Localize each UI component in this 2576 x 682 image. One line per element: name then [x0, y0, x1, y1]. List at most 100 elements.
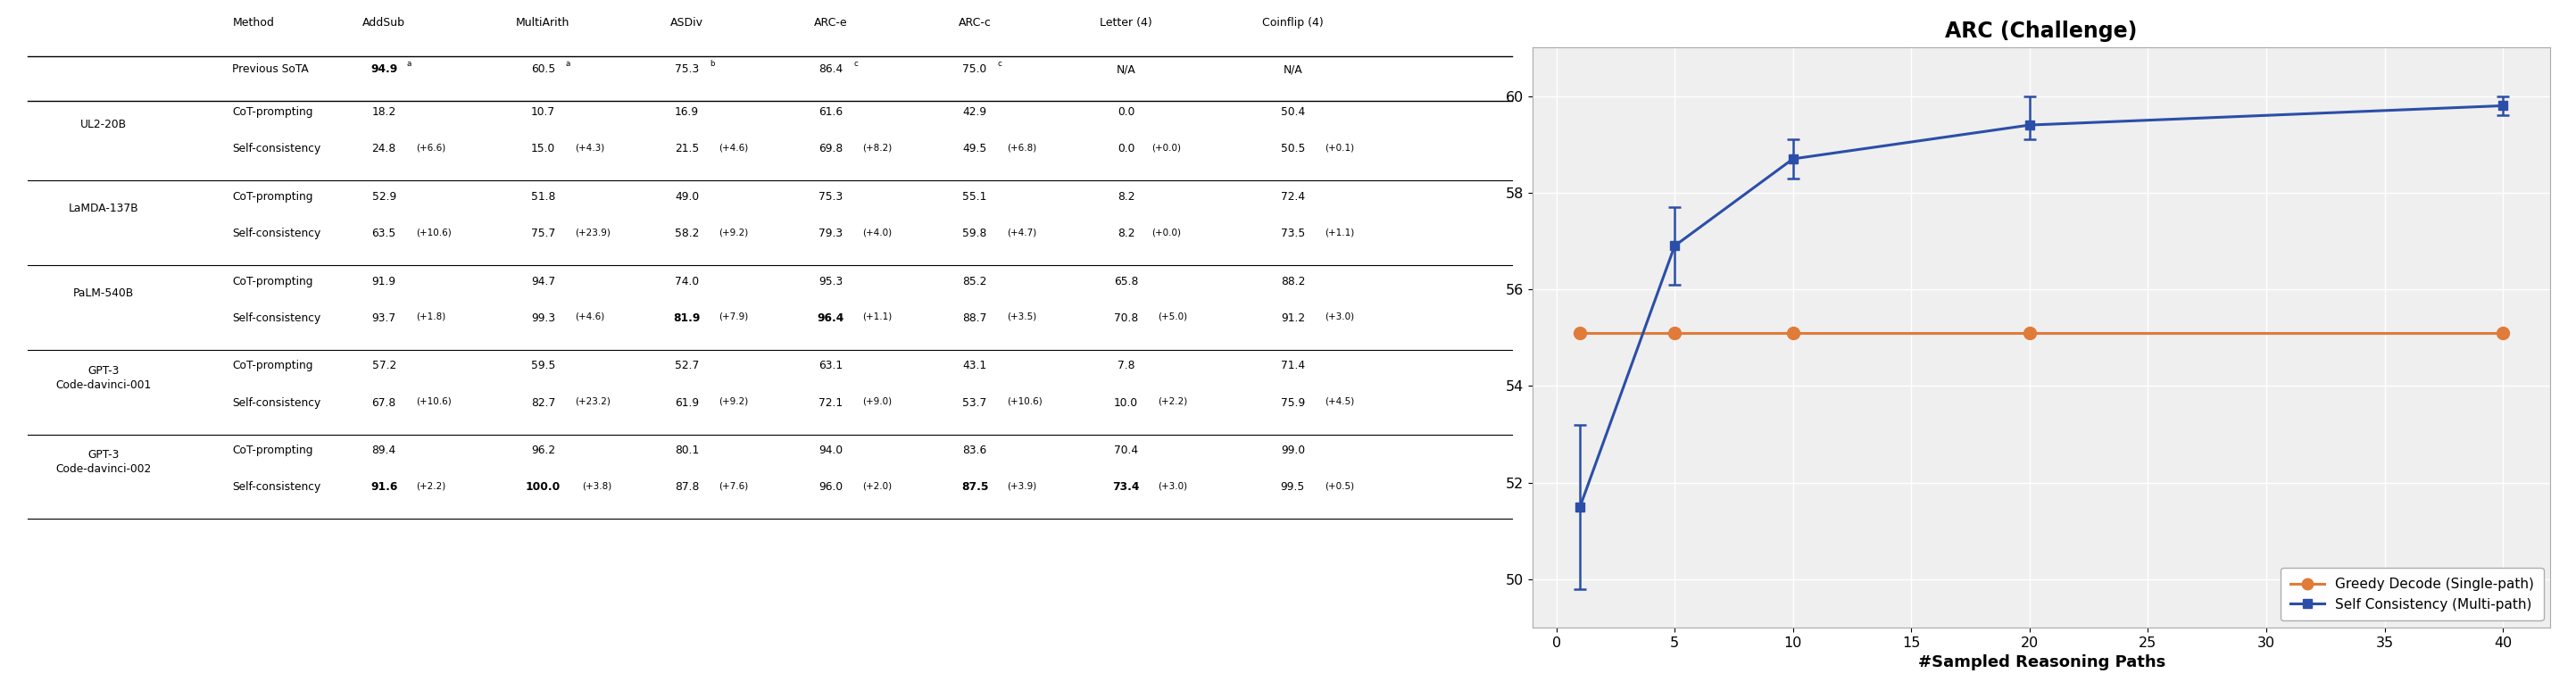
Text: PaLM-540B: PaLM-540B: [72, 287, 134, 299]
Text: GPT-3
Code-davinci-002: GPT-3 Code-davinci-002: [57, 449, 152, 475]
Text: CoT-prompting: CoT-prompting: [232, 106, 314, 118]
Text: (+4.6): (+4.6): [719, 143, 750, 152]
Text: b: b: [708, 60, 714, 68]
Text: 50.5: 50.5: [1280, 143, 1306, 155]
Text: ARC-c: ARC-c: [958, 17, 992, 29]
Text: 75.3: 75.3: [675, 63, 698, 75]
Text: Self-consistency: Self-consistency: [232, 481, 322, 493]
Text: 93.7: 93.7: [371, 312, 397, 324]
Text: (+10.6): (+10.6): [415, 397, 451, 406]
Text: (+1.8): (+1.8): [415, 312, 446, 321]
Text: 87.5: 87.5: [961, 481, 989, 493]
Text: (+7.6): (+7.6): [719, 481, 750, 490]
Text: 8.2: 8.2: [1118, 191, 1136, 203]
Text: 88.7: 88.7: [963, 312, 987, 324]
Text: 18.2: 18.2: [371, 106, 397, 118]
Text: 72.4: 72.4: [1280, 191, 1306, 203]
Text: 50.4: 50.4: [1280, 106, 1306, 118]
Text: (+3.5): (+3.5): [1007, 312, 1036, 321]
Text: 55.1: 55.1: [963, 191, 987, 203]
Text: CoT-prompting: CoT-prompting: [232, 191, 314, 203]
Text: 71.4: 71.4: [1280, 360, 1306, 372]
Text: 91.9: 91.9: [371, 276, 397, 287]
Text: 88.2: 88.2: [1280, 276, 1306, 287]
Text: 96.2: 96.2: [531, 445, 554, 456]
Text: 80.1: 80.1: [675, 445, 698, 456]
Text: UL2-20B: UL2-20B: [80, 118, 126, 130]
Text: 73.4: 73.4: [1113, 481, 1139, 493]
Text: Self-consistency: Self-consistency: [232, 228, 322, 239]
Text: (+23.9): (+23.9): [574, 228, 611, 237]
Text: 75.3: 75.3: [819, 191, 842, 203]
Text: (+5.0): (+5.0): [1159, 312, 1188, 321]
Text: (+1.1): (+1.1): [1324, 228, 1355, 237]
Text: (+9.0): (+9.0): [863, 397, 891, 406]
Text: (+3.8): (+3.8): [582, 481, 611, 490]
Text: 91.6: 91.6: [371, 481, 397, 493]
Text: 87.8: 87.8: [675, 481, 698, 493]
Text: 60.5: 60.5: [531, 63, 556, 75]
Text: (+3.0): (+3.0): [1159, 481, 1188, 490]
Text: (+1.1): (+1.1): [863, 312, 891, 321]
Text: (+0.0): (+0.0): [1151, 228, 1180, 237]
Text: 75.9: 75.9: [1280, 397, 1306, 409]
Text: 73.5: 73.5: [1280, 228, 1306, 239]
Text: Self-consistency: Self-consistency: [232, 312, 322, 324]
Text: (+2.0): (+2.0): [863, 481, 891, 490]
Text: Letter (4): Letter (4): [1100, 17, 1151, 29]
Text: (+2.2): (+2.2): [1159, 397, 1188, 406]
Text: MultiArith: MultiArith: [515, 17, 569, 29]
Text: 51.8: 51.8: [531, 191, 556, 203]
Text: 95.3: 95.3: [819, 276, 842, 287]
Text: 21.5: 21.5: [675, 143, 698, 155]
Text: 59.5: 59.5: [531, 360, 556, 372]
Title: ARC (Challenge): ARC (Challenge): [1945, 21, 2138, 42]
Text: CoT-prompting: CoT-prompting: [232, 445, 314, 456]
X-axis label: #Sampled Reasoning Paths: #Sampled Reasoning Paths: [1917, 655, 2166, 670]
Text: (+4.6): (+4.6): [574, 312, 605, 321]
Text: (+10.6): (+10.6): [1007, 397, 1043, 406]
Legend: Greedy Decode (Single-path), Self Consistency (Multi-path): Greedy Decode (Single-path), Self Consis…: [2280, 568, 2543, 621]
Text: 89.4: 89.4: [371, 445, 397, 456]
Text: 79.3: 79.3: [819, 228, 842, 239]
Text: 99.3: 99.3: [531, 312, 554, 324]
Text: Method: Method: [232, 17, 276, 29]
Text: 94.7: 94.7: [531, 276, 554, 287]
Text: 59.8: 59.8: [963, 228, 987, 239]
Text: (+3.9): (+3.9): [1007, 481, 1036, 490]
Text: 74.0: 74.0: [675, 276, 698, 287]
Text: 53.7: 53.7: [963, 397, 987, 409]
Text: 69.8: 69.8: [819, 143, 842, 155]
Text: 58.2: 58.2: [675, 228, 698, 239]
Text: (+0.5): (+0.5): [1324, 481, 1355, 490]
Text: 91.2: 91.2: [1280, 312, 1306, 324]
Text: (+9.2): (+9.2): [719, 397, 750, 406]
Text: 81.9: 81.9: [672, 312, 701, 324]
Text: 49.5: 49.5: [963, 143, 987, 155]
Text: 52.9: 52.9: [371, 191, 397, 203]
Text: 52.7: 52.7: [675, 360, 698, 372]
Text: 0.0: 0.0: [1118, 143, 1136, 155]
Text: 96.4: 96.4: [817, 312, 845, 324]
Text: 75.0: 75.0: [963, 63, 987, 75]
Text: 86.4: 86.4: [819, 63, 842, 75]
Text: 63.1: 63.1: [819, 360, 842, 372]
Text: Coinflip (4): Coinflip (4): [1262, 17, 1324, 29]
Text: (+4.7): (+4.7): [1007, 228, 1036, 237]
Text: 0.0: 0.0: [1118, 106, 1136, 118]
Text: 96.0: 96.0: [819, 481, 842, 493]
Text: 43.1: 43.1: [963, 360, 987, 372]
Text: c: c: [853, 60, 858, 68]
Text: 24.8: 24.8: [371, 143, 397, 155]
Text: (+7.9): (+7.9): [719, 312, 750, 321]
Text: 99.5: 99.5: [1280, 481, 1306, 493]
Text: 85.2: 85.2: [963, 276, 987, 287]
Text: (+4.5): (+4.5): [1324, 397, 1355, 406]
Text: 10.0: 10.0: [1113, 397, 1139, 409]
Text: (+4.0): (+4.0): [863, 228, 891, 237]
Text: 61.9: 61.9: [675, 397, 698, 409]
Text: 94.0: 94.0: [819, 445, 842, 456]
Text: (+6.8): (+6.8): [1007, 143, 1036, 152]
Text: AddSub: AddSub: [363, 17, 404, 29]
Text: 70.8: 70.8: [1113, 312, 1139, 324]
